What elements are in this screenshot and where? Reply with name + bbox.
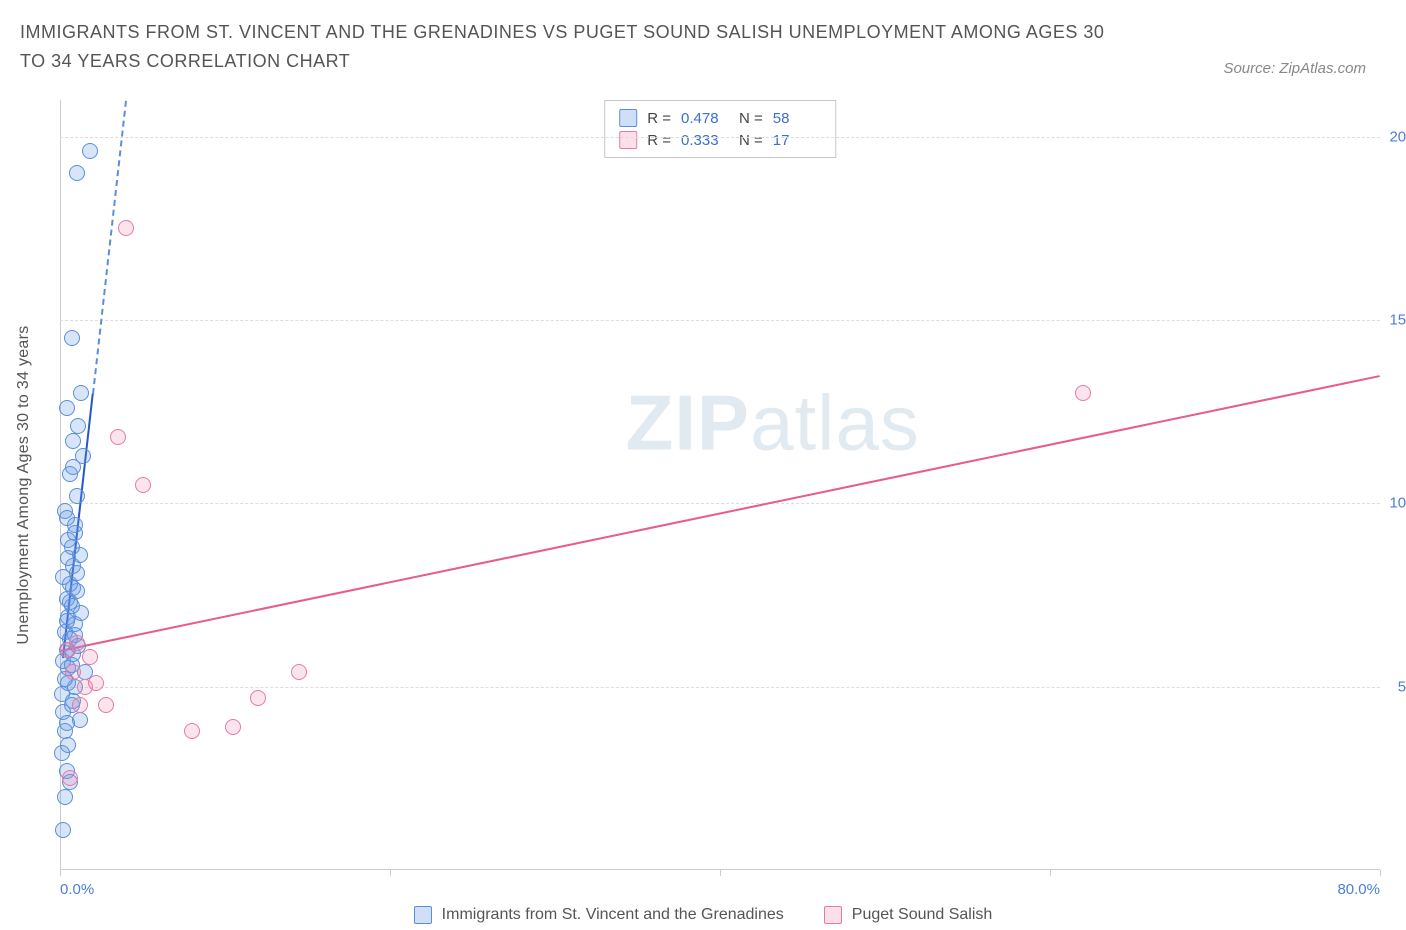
gridline (60, 503, 1380, 504)
data-point (59, 613, 75, 629)
legend-swatch (619, 131, 637, 149)
data-point (184, 723, 200, 739)
y-tick-label: 20.0% (1389, 128, 1406, 145)
legend-swatch (824, 906, 842, 924)
y-tick-label: 15.0% (1389, 312, 1406, 329)
data-point (59, 400, 75, 416)
data-point (65, 664, 81, 680)
data-point (135, 477, 151, 493)
gridline (60, 687, 1380, 688)
chart-area: Unemployment Among Ages 30 to 34 years Z… (60, 100, 1380, 870)
data-point (1075, 385, 1091, 401)
data-point (64, 330, 80, 346)
stats-legend: R = 0.478 N = 58 R = 0.333 N = 17 (604, 100, 836, 158)
source-attribution: Source: ZipAtlas.com (1223, 60, 1366, 77)
x-tick (390, 870, 391, 876)
legend-swatch (619, 109, 637, 127)
stat-value: 58 (773, 110, 821, 127)
data-point (225, 719, 241, 735)
data-point (73, 385, 89, 401)
x-tick (720, 870, 721, 876)
data-point (65, 580, 81, 596)
data-point (62, 594, 78, 610)
chart-title: IMMIGRANTS FROM ST. VINCENT AND THE GREN… (20, 18, 1120, 76)
stat-label: N = (739, 110, 763, 127)
stats-legend-row: R = 0.333 N = 17 (619, 129, 821, 151)
data-point (72, 697, 88, 713)
data-point (59, 510, 75, 526)
watermark: ZIPatlas (626, 378, 920, 469)
series-legend: Immigrants from St. Vincent and the Gren… (0, 906, 1406, 924)
stat-value: 17 (773, 132, 821, 149)
y-axis-label: Unemployment Among Ages 30 to 34 years (15, 325, 33, 644)
data-point (57, 789, 73, 805)
data-point (82, 649, 98, 665)
x-tick-label: 80.0% (1337, 881, 1380, 898)
data-point (69, 165, 85, 181)
data-point (88, 675, 104, 691)
data-point (291, 664, 307, 680)
gridline (60, 137, 1380, 138)
data-point (55, 822, 71, 838)
chart-header: IMMIGRANTS FROM ST. VINCENT AND THE GREN… (20, 18, 1386, 76)
plot-region: ZIPatlas R =0.478N =58R =0.333N =17 5.0%… (60, 100, 1380, 870)
x-tick-label: 0.0% (60, 881, 94, 898)
data-point (250, 690, 266, 706)
legend-item: Puget Sound Salish (824, 906, 993, 924)
stat-label: N = (739, 132, 763, 149)
data-point (82, 143, 98, 159)
stat-label: R = (647, 110, 671, 127)
data-point (70, 418, 86, 434)
x-tick (1380, 870, 1381, 876)
data-point (60, 737, 76, 753)
y-tick-label: 10.0% (1389, 495, 1406, 512)
stat-label: R = (647, 132, 671, 149)
data-point (69, 565, 85, 581)
data-point (118, 220, 134, 236)
data-point (69, 488, 85, 504)
stat-value: 0.333 (681, 132, 729, 149)
legend-swatch (414, 906, 432, 924)
legend-label: Immigrants from St. Vincent and the Gren… (442, 906, 784, 924)
data-point (110, 429, 126, 445)
legend-item: Immigrants from St. Vincent and the Gren… (414, 906, 784, 924)
trend-line (92, 101, 127, 395)
stats-legend-row: R = 0.478 N = 58 (619, 107, 821, 129)
y-tick-label: 5.0% (1398, 678, 1406, 695)
stat-value: 0.478 (681, 110, 729, 127)
data-point (98, 697, 114, 713)
gridline (60, 320, 1380, 321)
data-point (64, 539, 80, 555)
data-point (69, 635, 85, 651)
trend-line (60, 375, 1380, 652)
data-point (65, 459, 81, 475)
x-tick (60, 870, 61, 876)
data-point (59, 715, 75, 731)
data-point (65, 433, 81, 449)
legend-label: Puget Sound Salish (852, 906, 993, 924)
data-point (62, 770, 78, 786)
data-point (67, 525, 83, 541)
x-tick (1050, 870, 1051, 876)
